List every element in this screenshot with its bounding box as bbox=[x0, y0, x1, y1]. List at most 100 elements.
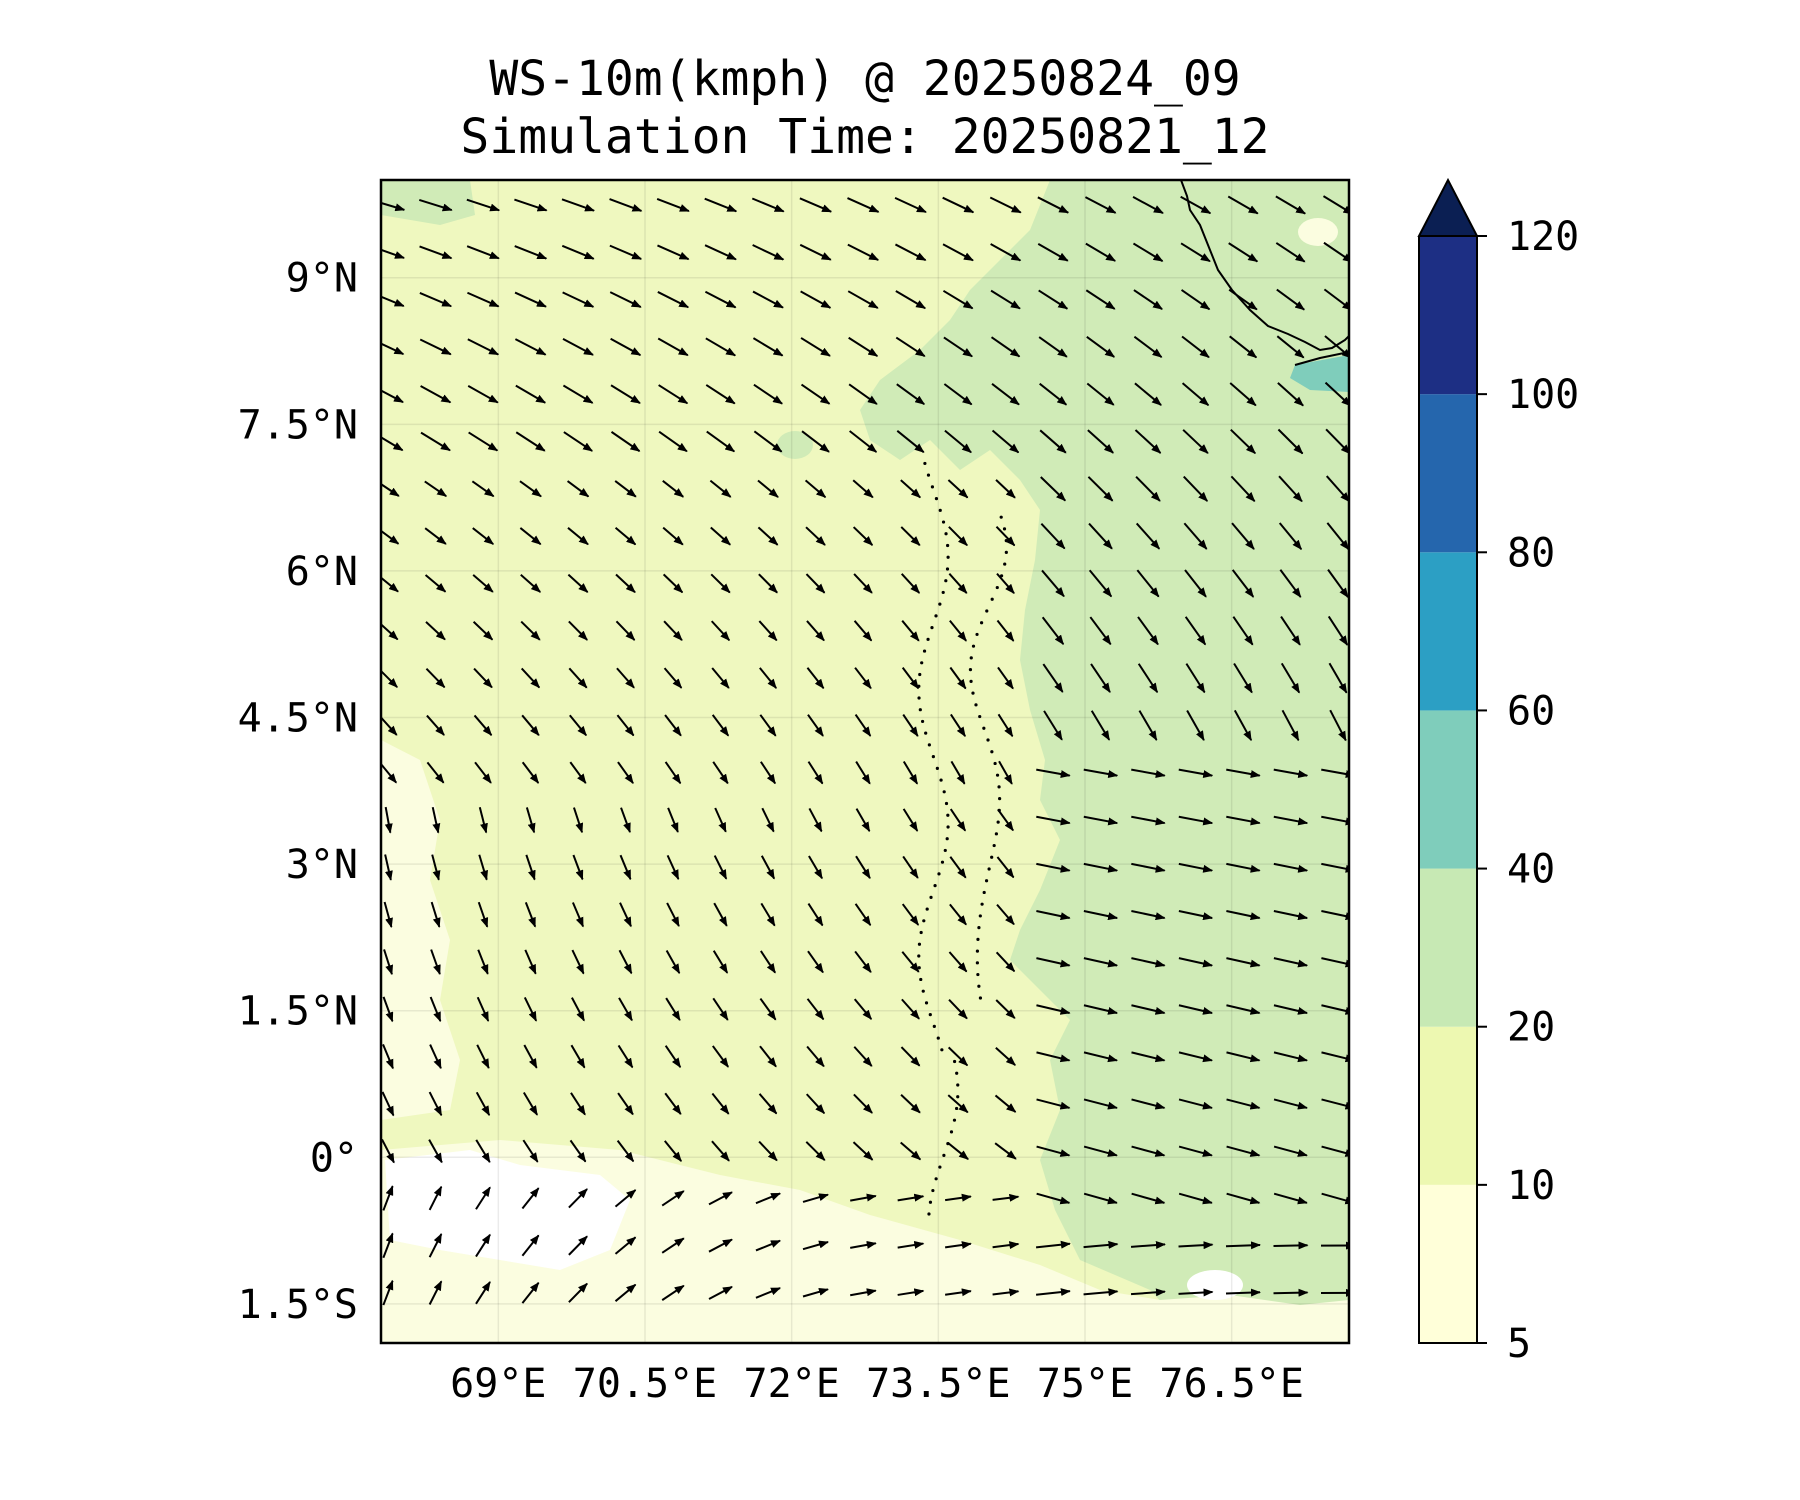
wind-arrow bbox=[944, 1288, 972, 1297]
wind-arrow bbox=[714, 807, 727, 833]
atoll-dot bbox=[941, 590, 945, 595]
wind-arrow bbox=[1180, 195, 1212, 215]
wind-arrow bbox=[426, 714, 445, 736]
wind-arrow bbox=[1131, 1098, 1166, 1110]
colorbar-tick-label: 60 bbox=[1507, 688, 1555, 734]
wind-arrow bbox=[1280, 662, 1301, 694]
wind-arrow bbox=[1178, 1098, 1213, 1110]
atoll-dot bbox=[922, 919, 926, 923]
wind-arrow bbox=[468, 431, 499, 452]
wind-arrow bbox=[996, 572, 1015, 594]
wind-arrow bbox=[752, 290, 784, 309]
atoll-dot bbox=[994, 832, 998, 836]
wind-arrow bbox=[1321, 1051, 1349, 1063]
atoll-dot bbox=[975, 632, 979, 637]
wind-arrow bbox=[1178, 768, 1214, 778]
colorbar-segment bbox=[1419, 710, 1477, 869]
lon-tick-label: 73.5°E bbox=[866, 1361, 1011, 1407]
wind-arrow bbox=[852, 479, 874, 499]
wind-arrow bbox=[709, 479, 732, 498]
wind-arrow bbox=[381, 295, 405, 307]
wind-arrow bbox=[430, 949, 441, 975]
wind-arrow bbox=[944, 1241, 972, 1249]
wind-arrow bbox=[522, 1139, 539, 1163]
wind-arrow bbox=[948, 526, 968, 547]
atoll-dot bbox=[921, 989, 925, 993]
atoll-dot bbox=[995, 585, 999, 590]
wind-arrow bbox=[1228, 242, 1259, 263]
wind-arrow bbox=[667, 807, 679, 833]
wind-arrow bbox=[900, 526, 921, 546]
atoll-dot bbox=[918, 708, 922, 712]
wind-arrow bbox=[1086, 336, 1116, 358]
wind-arrow bbox=[428, 1139, 443, 1164]
wind-arrow bbox=[1135, 475, 1161, 502]
wind-arrow bbox=[848, 336, 879, 357]
wind-arrow bbox=[615, 620, 636, 641]
atoll-dot bbox=[937, 872, 941, 876]
colorbar-segment bbox=[1419, 236, 1477, 395]
atoll-dot bbox=[930, 626, 934, 630]
wind-arrow bbox=[523, 996, 538, 1022]
wind-arrow bbox=[708, 1285, 733, 1300]
wind-arrow bbox=[428, 1280, 443, 1305]
atoll-dot bbox=[943, 848, 947, 853]
wind-arrow bbox=[997, 808, 1014, 832]
wind-arrow bbox=[615, 573, 636, 594]
wind-arrow bbox=[617, 1092, 634, 1116]
wind-arrow bbox=[807, 714, 824, 737]
wind-arrow bbox=[1138, 710, 1158, 741]
wind-arrow bbox=[524, 949, 537, 975]
wind-arrow bbox=[1042, 663, 1064, 693]
wind-arrow bbox=[949, 903, 967, 926]
wind-arrow bbox=[1226, 815, 1261, 826]
wind-arrow bbox=[1229, 335, 1258, 359]
atoll-dot bbox=[941, 520, 946, 524]
wind-arrow bbox=[897, 1241, 925, 1249]
wind-arrow bbox=[1273, 909, 1309, 921]
wind-arrow bbox=[752, 337, 784, 357]
wind-arrow bbox=[657, 291, 690, 309]
lat-tick-label: 1.5°S bbox=[238, 1282, 358, 1328]
wind-arrow bbox=[568, 1282, 588, 1303]
wind-arrow bbox=[902, 855, 919, 879]
wind-arrow bbox=[847, 290, 879, 309]
wind-arrow bbox=[1180, 289, 1211, 311]
wind-arrow bbox=[758, 620, 778, 642]
wind-arrow bbox=[1321, 1004, 1349, 1015]
wind-arrow bbox=[521, 714, 540, 737]
wind-arrow bbox=[1083, 815, 1119, 826]
atoll-dot bbox=[982, 890, 986, 895]
wind-arrow bbox=[1327, 615, 1349, 646]
wind-arrow bbox=[609, 198, 643, 212]
wind-arrow bbox=[1036, 768, 1071, 778]
wind-arrow bbox=[1325, 428, 1349, 455]
atoll-dot bbox=[985, 609, 989, 613]
wind-arrow bbox=[424, 480, 448, 497]
wind-arrow bbox=[1131, 1192, 1166, 1205]
wind-arrow bbox=[895, 336, 926, 358]
wind-arrow bbox=[1133, 289, 1163, 310]
wind-arrow bbox=[1132, 196, 1164, 214]
wind-arrow bbox=[949, 666, 967, 690]
colorbar-tick-label: 5 bbox=[1507, 1321, 1531, 1367]
wind-arrow bbox=[1327, 569, 1349, 598]
wind-arrow bbox=[1036, 815, 1071, 826]
wind-arrow bbox=[1083, 1145, 1118, 1157]
atoll-dot bbox=[996, 820, 1000, 824]
wind-arrow bbox=[1226, 957, 1261, 968]
wind-arrow bbox=[661, 1237, 685, 1254]
atoll-dot bbox=[942, 1153, 946, 1157]
wind-arrow bbox=[901, 951, 920, 973]
wind-arrow bbox=[478, 807, 488, 834]
atoll-dot bbox=[926, 473, 931, 477]
wind-arrow bbox=[424, 527, 447, 545]
wind-speed-white-patch bbox=[1187, 1270, 1243, 1300]
wind-arrow bbox=[475, 1233, 491, 1258]
wind-arrow bbox=[658, 430, 688, 453]
atoll-dot bbox=[944, 801, 949, 806]
wind-arrow bbox=[467, 384, 499, 404]
wind-arrow bbox=[989, 196, 1022, 214]
wind-arrow bbox=[656, 197, 690, 213]
